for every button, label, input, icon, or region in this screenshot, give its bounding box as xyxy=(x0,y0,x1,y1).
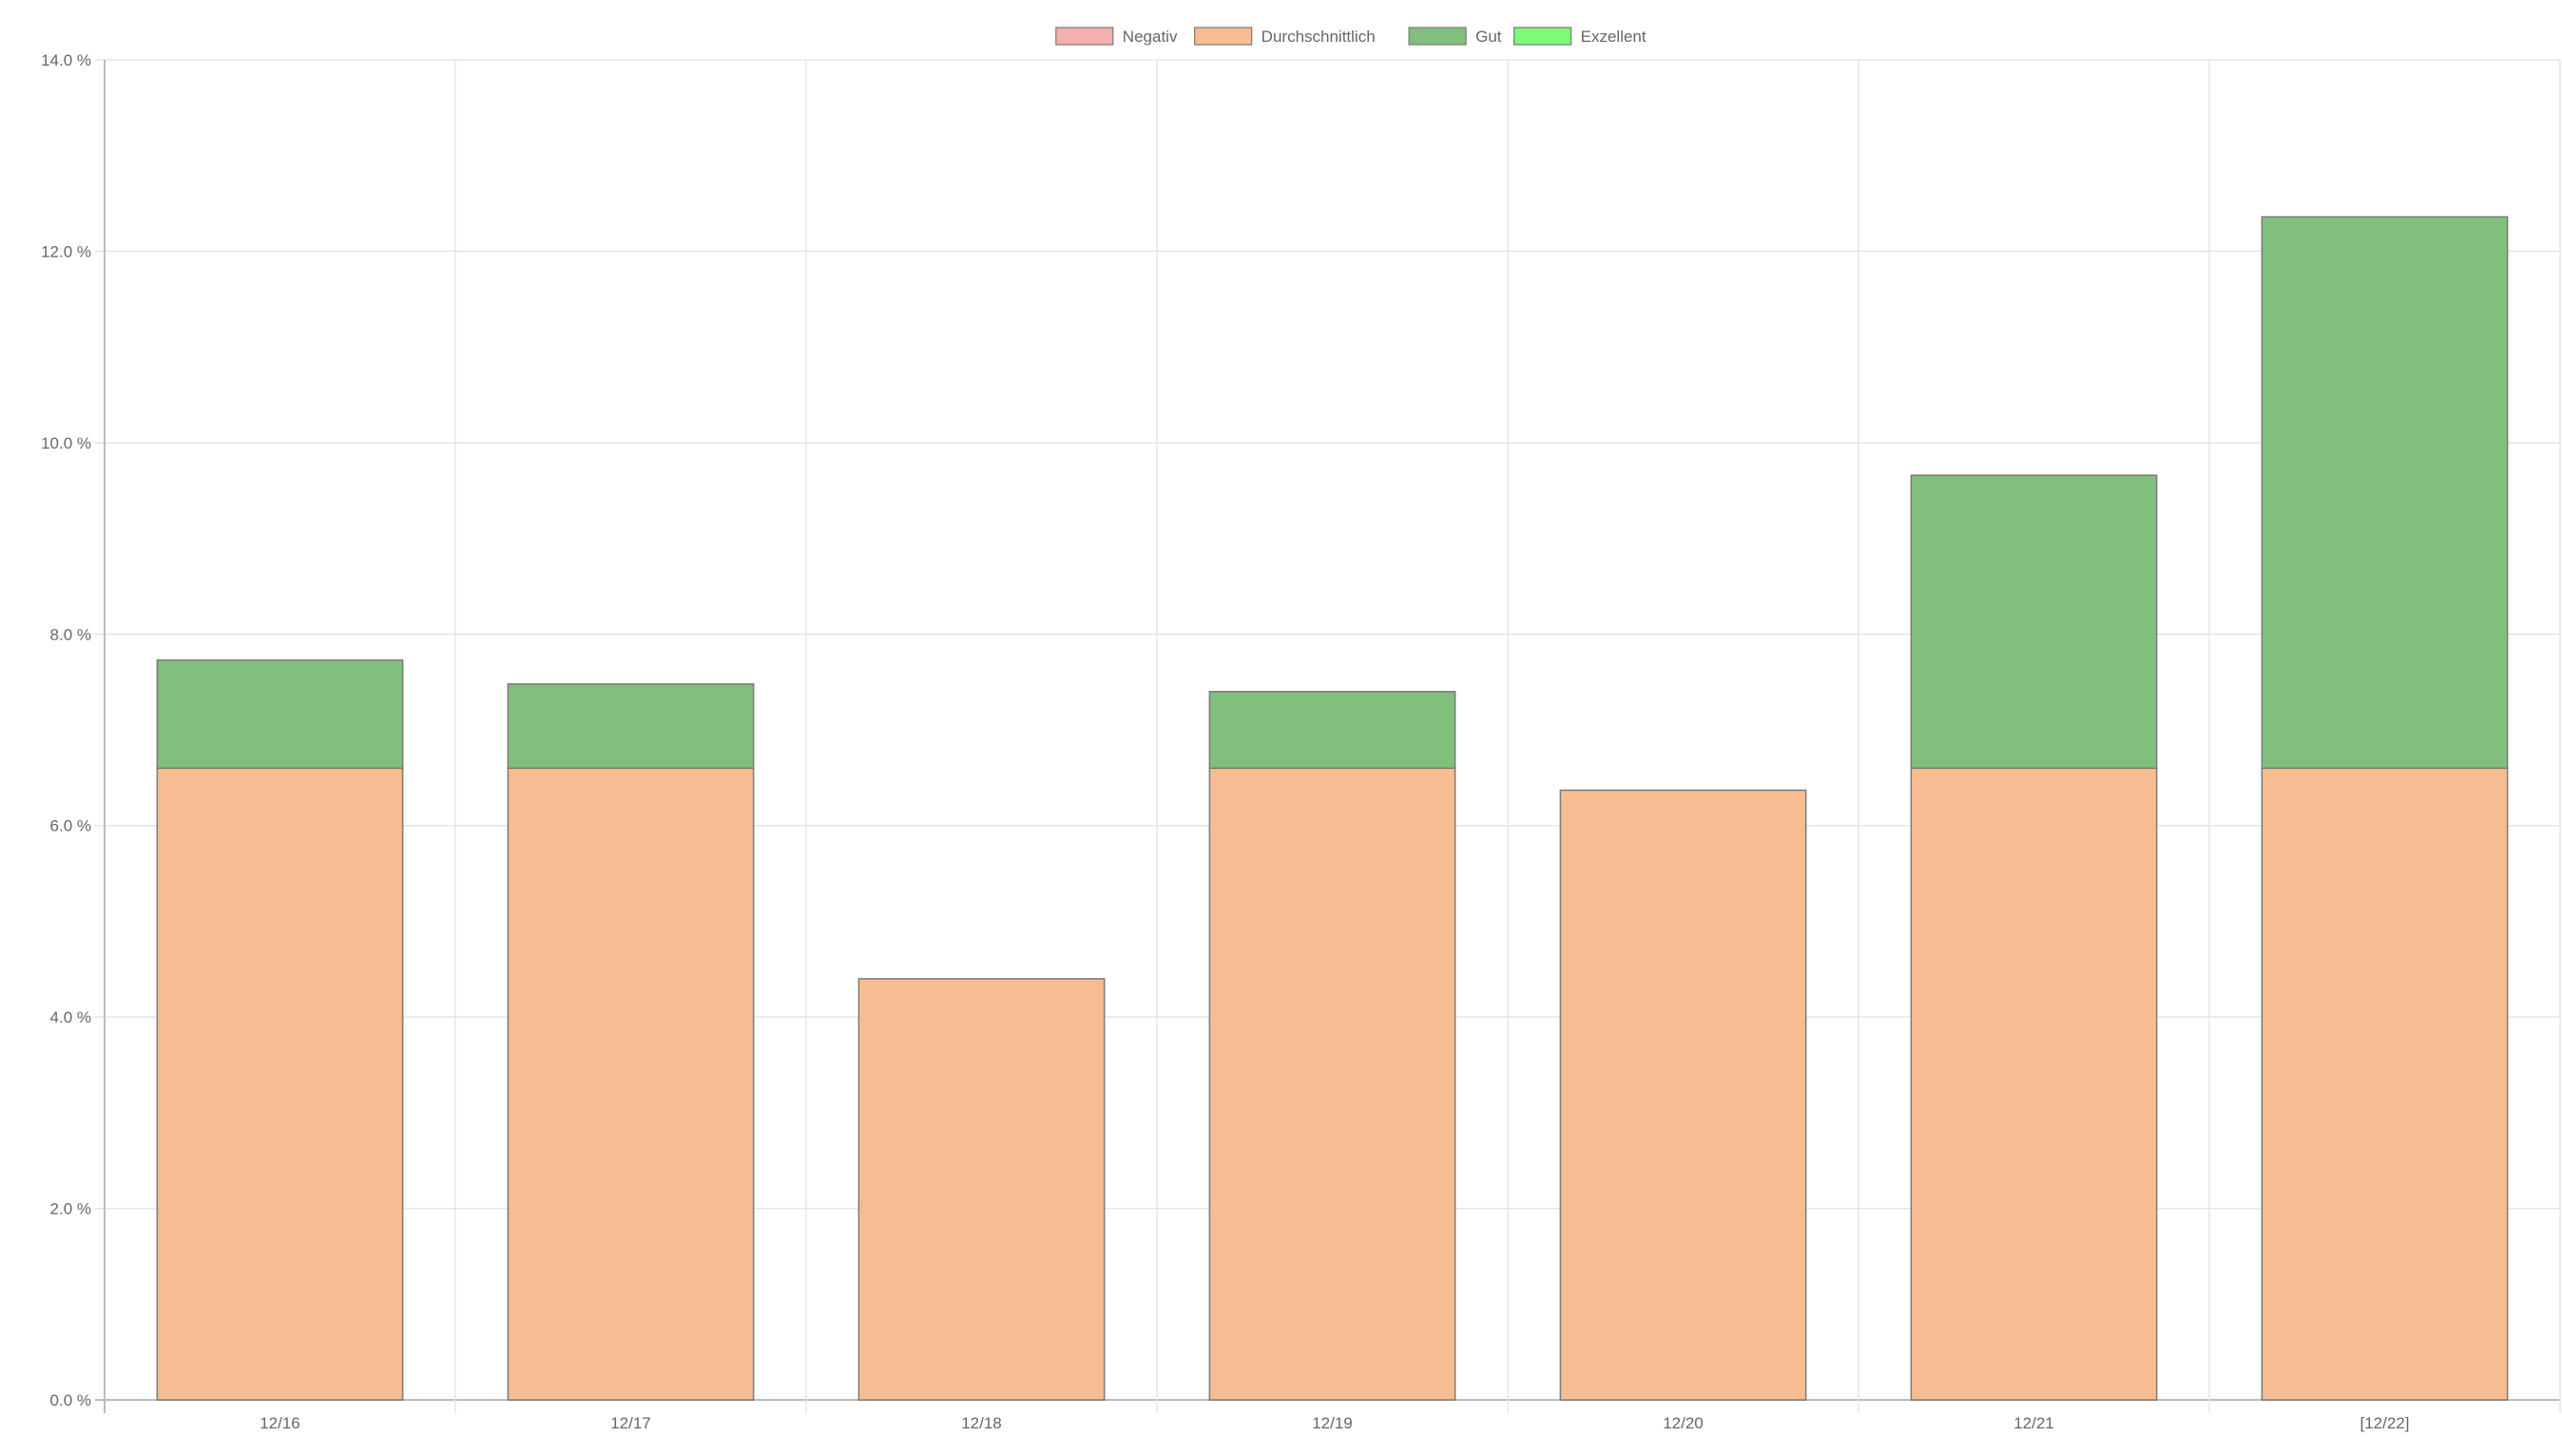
axes: 0.0 % 2.0 % 4.0 % 6.0 % 8.0 % 10.0 % 12.0 % 14.… xyxy=(41,51,2409,1432)
bar-durchschnittlich-1218[interactable] xyxy=(857,978,1106,1401)
bar-gut-1217[interactable] xyxy=(507,682,755,770)
y-tick-label: 0.0 % xyxy=(50,1391,91,1409)
legend: Negativ Durchschnittlich Gut Exzellent xyxy=(1055,27,1647,46)
bars xyxy=(156,216,2509,1401)
x-tick-label: 12/19 xyxy=(1312,1414,1353,1432)
bar-gut-1221[interactable] xyxy=(1910,474,2158,770)
y-tick-label: 4.0 % xyxy=(50,1008,91,1026)
legend-swatch-negativ[interactable] xyxy=(1055,27,1114,46)
bar-durchschnittlich-1216[interactable] xyxy=(156,767,404,1401)
y-tick-label: 12.0 % xyxy=(41,242,91,260)
legend-swatch-durchschnittlich[interactable] xyxy=(1194,27,1253,46)
legend-swatch-exzellent[interactable] xyxy=(1513,27,1572,46)
x-tick-label: 12/16 xyxy=(260,1414,300,1432)
bar-durchschnittlich-1222[interactable] xyxy=(2261,767,2509,1401)
legend-label-negativ[interactable]: Negativ xyxy=(1123,28,1178,46)
bar-durchschnittlich-1221[interactable] xyxy=(1910,767,2158,1401)
y-tick-label: 10.0 % xyxy=(41,434,91,452)
x-tick-label: [12/22] xyxy=(2360,1414,2410,1432)
bar-gut-1219[interactable] xyxy=(1208,690,1456,770)
y-tick-label: 14.0 % xyxy=(41,51,91,69)
x-tick-label: 12/18 xyxy=(961,1414,1002,1432)
bar-durchschnittlich-1217[interactable] xyxy=(507,767,755,1401)
x-tick-label: 12/20 xyxy=(1663,1414,1704,1432)
bar-durchschnittlich-1220[interactable] xyxy=(1559,789,1807,1401)
legend-label-exzellent[interactable]: Exzellent xyxy=(1581,28,1647,46)
bar-durchschnittlich-1219[interactable] xyxy=(1208,767,1456,1401)
y-tick-label: 2.0 % xyxy=(50,1200,91,1218)
bar-gut-1222[interactable] xyxy=(2261,216,2509,770)
legend-label-gut[interactable]: Gut xyxy=(1475,28,1502,46)
y-tick-label: 6.0 % xyxy=(50,817,91,835)
grid xyxy=(95,59,2561,1413)
x-tick-label: 12/17 xyxy=(610,1414,651,1432)
x-tick-label: 12/21 xyxy=(2013,1414,2054,1432)
bar-gut-1216[interactable] xyxy=(156,659,404,770)
legend-label-durchschnittlich[interactable]: Durchschnittlich xyxy=(1262,28,1376,46)
y-tick-label: 8.0 % xyxy=(50,625,91,643)
legend-swatch-gut[interactable] xyxy=(1408,27,1467,46)
